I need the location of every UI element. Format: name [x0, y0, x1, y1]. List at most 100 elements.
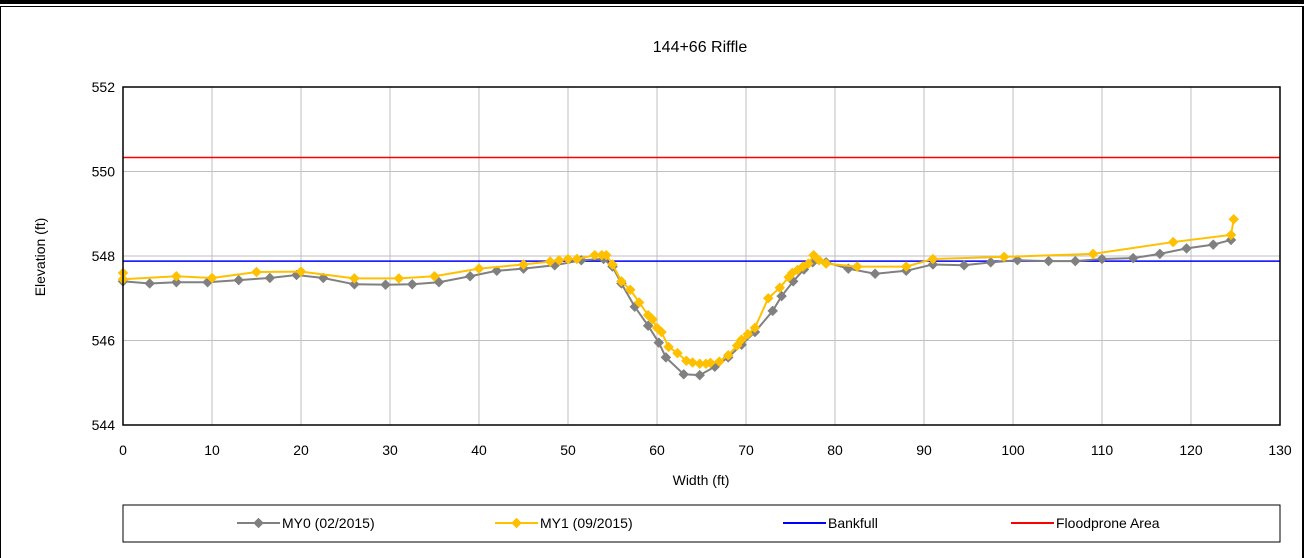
- legend-marker: [511, 517, 522, 529]
- data-point: [958, 259, 970, 271]
- x-tick-label: 60: [649, 442, 665, 458]
- y-tick-label: 550: [92, 164, 116, 180]
- data-point: [607, 259, 618, 270]
- data-point: [349, 278, 360, 290]
- data-point: [1043, 255, 1054, 267]
- data-point: [672, 347, 683, 359]
- data-point: [722, 349, 734, 361]
- gridlines: [123, 87, 1280, 425]
- x-tick-label: 50: [560, 442, 576, 458]
- data-point: [660, 352, 672, 363]
- data-point: [705, 357, 716, 369]
- data-point: [802, 258, 814, 269]
- data-point: [820, 258, 832, 269]
- data-point: [393, 273, 405, 284]
- plot-area-border: [122, 86, 1281, 426]
- series-layer: [117, 156, 1280, 381]
- data-point: [295, 266, 307, 277]
- data-point: [663, 341, 674, 353]
- data-point: [264, 272, 276, 284]
- x-tick-label: 100: [1001, 442, 1025, 458]
- legend: MY0 (02/2015) MY1 (09/2015) Bankfull Floodp…: [122, 504, 1281, 543]
- data-point: [767, 305, 779, 317]
- data-point: [562, 253, 574, 265]
- data-point: [985, 256, 997, 268]
- data-point: [233, 274, 245, 286]
- data-point: [1069, 255, 1081, 267]
- data-point: [749, 322, 761, 334]
- chart-title: 144+66 Riffle: [653, 39, 748, 56]
- data-point: [687, 357, 698, 368]
- data-point: [927, 259, 939, 270]
- legend-entry: MY1 (09/2015): [495, 515, 633, 531]
- x-tick-label: 70: [738, 442, 754, 458]
- data-point: [736, 334, 747, 346]
- data-point: [380, 279, 391, 291]
- data-point: [694, 369, 706, 381]
- data-point: [1012, 254, 1023, 266]
- legend-box: [122, 504, 1281, 543]
- data-point: [518, 259, 529, 270]
- data-point: [349, 273, 360, 284]
- data-point: [1096, 253, 1108, 265]
- data-point: [813, 254, 825, 266]
- frame-top-border-thin: [0, 6, 1304, 7]
- data-point: [251, 266, 262, 278]
- data-point: [1127, 252, 1139, 264]
- data-point: [653, 337, 665, 348]
- data-point: [927, 253, 939, 265]
- data-point: [491, 265, 503, 277]
- data-point: [616, 275, 627, 287]
- x-tick-label: 120: [1179, 442, 1203, 458]
- data-point: [171, 276, 182, 288]
- data-point: [998, 251, 1010, 263]
- x-axis-label: Width (ft): [673, 472, 730, 488]
- data-point: [624, 284, 636, 296]
- data-point: [869, 268, 881, 280]
- x-axis-tick-labels: 0 10 20 30 40 50 60 70 80 90 100 110 120 130: [119, 442, 1292, 458]
- legend-entry: Bankfull: [783, 515, 878, 531]
- data-point: [544, 256, 556, 267]
- series-my0-02-2015: [117, 234, 1237, 381]
- data-point: [464, 270, 476, 282]
- data-point: [713, 356, 725, 367]
- y-tick-label: 546: [92, 333, 116, 349]
- data-point: [1167, 236, 1179, 248]
- data-point: [742, 328, 754, 340]
- legend-label: Bankfull: [828, 515, 878, 531]
- data-point: [589, 249, 601, 261]
- data-point: [776, 290, 787, 302]
- x-tick-label: 40: [471, 442, 487, 458]
- series-my1-09-2015: [117, 213, 1240, 370]
- data-point: [1225, 229, 1237, 241]
- legend-label: MY0 (02/2015): [282, 515, 375, 531]
- legend-entry: MY0 (02/2015): [237, 515, 375, 531]
- data-point: [406, 278, 418, 290]
- data-point: [900, 261, 912, 272]
- data-point: [171, 270, 182, 282]
- data-point: [429, 270, 440, 282]
- x-tick-label: 80: [827, 442, 843, 458]
- data-point: [206, 272, 218, 284]
- data-point: [656, 326, 667, 338]
- series-line: [122, 219, 1235, 365]
- y-axis-tick-labels: 544 546 548 550 552: [92, 79, 116, 433]
- y-tick-label: 552: [92, 79, 116, 95]
- data-point: [553, 254, 565, 266]
- legend-label: Floodprone Area: [1056, 515, 1160, 531]
- x-tick-label: 130: [1268, 442, 1292, 458]
- data-point: [1181, 243, 1192, 254]
- data-point: [851, 261, 863, 272]
- data-point: [1207, 239, 1219, 250]
- data-point: [1228, 213, 1240, 225]
- data-point: [1154, 248, 1166, 260]
- y-axis-label: Elevation (ft): [32, 218, 48, 297]
- data-point: [678, 368, 690, 380]
- data-point: [647, 314, 658, 325]
- data-point: [808, 249, 819, 261]
- data-point: [633, 297, 645, 308]
- x-tick-label: 90: [916, 442, 932, 458]
- x-tick-label: 20: [293, 442, 309, 458]
- legend-marker: [253, 517, 264, 529]
